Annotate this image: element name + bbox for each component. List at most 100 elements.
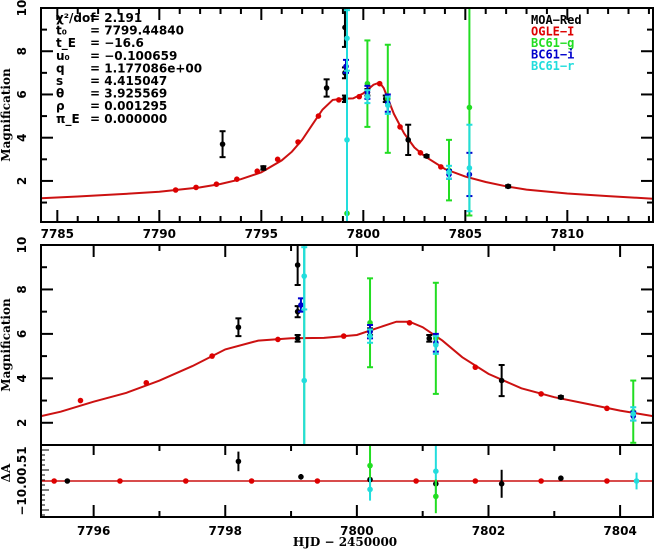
data-point <box>295 139 301 145</box>
y-tick-label: 8 <box>15 47 29 55</box>
residual-point <box>314 478 321 484</box>
y-tick-label: 6 <box>15 90 29 98</box>
data-point <box>209 353 215 359</box>
param-value: = 7799.44840 <box>90 24 184 38</box>
residual-point <box>367 462 373 469</box>
legend-entry: BC61−g <box>531 36 574 50</box>
data-point <box>604 405 610 412</box>
y-tick-label: 2 <box>15 419 29 427</box>
param-label: ρ <box>56 99 65 113</box>
data-point <box>213 181 220 187</box>
data-point <box>558 394 564 401</box>
param-label: s <box>56 74 63 88</box>
data-point <box>301 453 307 459</box>
x-tick-label: 7804 <box>603 524 636 538</box>
data-point <box>466 104 473 111</box>
data-point <box>538 391 544 397</box>
data-point <box>438 164 444 170</box>
data-point <box>472 364 479 371</box>
residual-point <box>248 478 255 484</box>
residual-point <box>472 478 479 484</box>
y-tick-label: 2 <box>15 177 29 185</box>
data-point <box>274 156 281 163</box>
data-point <box>364 93 371 100</box>
x-tick-label: 7795 <box>245 227 278 241</box>
legend-entry: BC61−r <box>531 59 574 73</box>
residual-point <box>51 478 57 484</box>
data-point <box>630 411 637 417</box>
data-point <box>426 335 433 342</box>
residual-point <box>117 478 123 484</box>
residual-point <box>182 478 189 484</box>
residual-point <box>298 474 304 480</box>
param-value: = 0.000000 <box>90 112 167 126</box>
x-tick-label: 7790 <box>143 227 176 241</box>
y-tick-label: 6 <box>15 330 29 338</box>
y-axis-title: Magnification <box>0 68 13 162</box>
data-point <box>77 397 84 404</box>
param-value: = 1.177086e+00 <box>90 61 202 75</box>
data-point <box>301 377 308 384</box>
data-point <box>294 308 301 315</box>
x-tick-label: 7800 <box>340 524 373 538</box>
param-value: = 4.415047 <box>90 74 167 88</box>
data-point <box>254 168 261 175</box>
data-point <box>505 183 511 190</box>
data-point <box>367 333 373 339</box>
data-point <box>466 165 473 171</box>
x-tick-label: 7785 <box>41 227 74 241</box>
data-point <box>405 137 412 143</box>
data-point <box>356 93 363 100</box>
plot-frame-top <box>40 7 654 223</box>
data-point <box>323 85 330 91</box>
param-value: = 3.925569 <box>90 87 167 101</box>
residual-point <box>498 481 505 487</box>
data-point <box>294 262 301 268</box>
residual-y-axis-title: ΔA <box>0 463 13 482</box>
param-label: t_E <box>56 36 76 51</box>
residual-point <box>604 478 610 484</box>
residual-point <box>433 493 439 500</box>
param-label: π_E <box>56 112 80 127</box>
y-tick-label: 4 <box>15 374 29 382</box>
data-point <box>344 137 350 143</box>
data-point <box>423 153 430 159</box>
param-value: = −0.100659 <box>90 49 177 63</box>
y-axis-title: Magnification <box>0 298 13 392</box>
data-point <box>340 333 347 339</box>
data-point <box>315 113 322 119</box>
param-label: u₀ <box>56 49 70 63</box>
y-tick-label: 4 <box>15 134 29 142</box>
model-curve-zoom <box>41 320 653 418</box>
y-tick-label: 10 <box>15 0 29 16</box>
y-tick-label: 8 <box>15 285 29 293</box>
data-point <box>385 102 391 109</box>
residual-point <box>367 486 373 493</box>
param-label: t₀ <box>56 24 67 38</box>
data-point <box>406 319 413 326</box>
data-point <box>433 342 439 348</box>
param-label: χ²/dof <box>56 11 96 25</box>
residual-point <box>64 478 71 484</box>
data-point <box>234 176 240 182</box>
data-point <box>294 335 301 342</box>
param-value: = 2.191 <box>90 11 142 25</box>
plot-frame-bottom <box>40 244 654 446</box>
data-point <box>172 187 179 193</box>
data-point <box>298 302 304 308</box>
y-tick-label: 10 <box>15 237 29 254</box>
residual-point <box>633 478 640 484</box>
data-point <box>417 150 424 156</box>
x-tick-label: 7798 <box>209 524 242 538</box>
residual-point <box>558 475 564 482</box>
residual-point <box>433 468 439 475</box>
data-point <box>32 407 38 413</box>
residual-point <box>538 478 544 484</box>
data-point <box>397 124 403 130</box>
data-point <box>260 165 267 171</box>
param-label: q <box>56 61 65 75</box>
x-tick-label: 7810 <box>551 227 584 241</box>
data-point <box>193 184 199 191</box>
x-axis-title: HJD − 2450000 <box>293 535 397 549</box>
